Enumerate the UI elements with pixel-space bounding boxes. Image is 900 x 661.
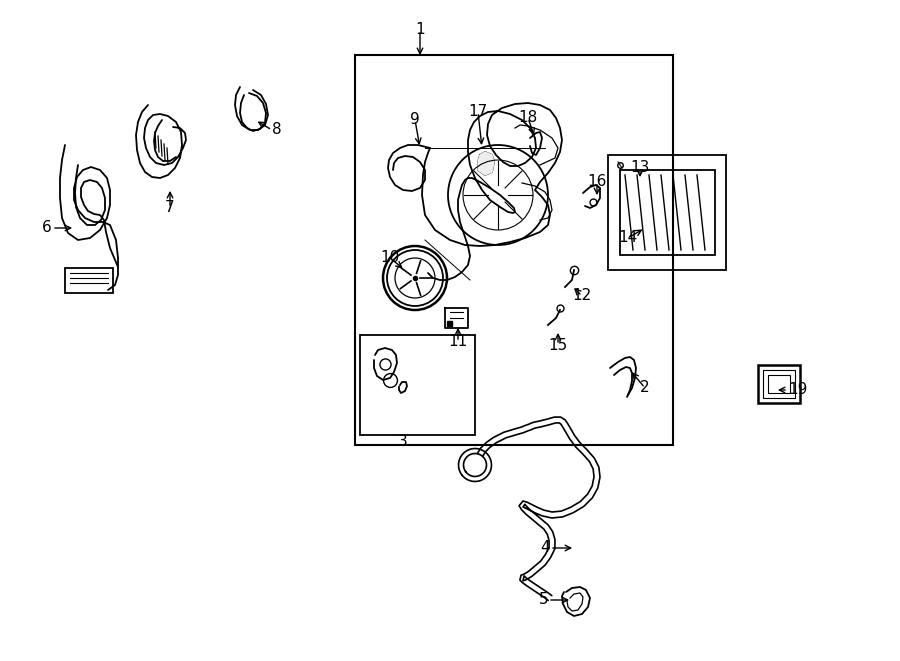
Bar bbox=[447, 321, 452, 326]
Bar bbox=[758, 365, 800, 403]
Text: 13: 13 bbox=[630, 161, 650, 176]
Text: 12: 12 bbox=[572, 288, 591, 303]
Text: 19: 19 bbox=[788, 383, 807, 397]
Text: 18: 18 bbox=[518, 110, 537, 126]
Text: 6: 6 bbox=[42, 221, 52, 235]
Text: 17: 17 bbox=[468, 104, 488, 120]
Text: 16: 16 bbox=[588, 175, 607, 190]
Text: 14: 14 bbox=[618, 231, 637, 245]
Bar bbox=[620, 170, 715, 255]
Text: 11: 11 bbox=[448, 334, 468, 350]
Text: 3: 3 bbox=[398, 434, 408, 449]
Bar bbox=[608, 155, 726, 270]
Bar bbox=[360, 335, 475, 435]
Text: 9: 9 bbox=[410, 112, 420, 128]
Bar bbox=[768, 375, 790, 393]
Bar bbox=[65, 268, 113, 293]
Text: 5: 5 bbox=[538, 592, 548, 607]
Text: 15: 15 bbox=[548, 338, 568, 352]
Text: 4: 4 bbox=[540, 541, 550, 555]
Bar bbox=[355, 55, 673, 445]
Text: 10: 10 bbox=[381, 251, 400, 266]
Text: 1: 1 bbox=[415, 22, 425, 38]
Polygon shape bbox=[478, 152, 494, 175]
Bar bbox=[763, 370, 795, 398]
Text: 7: 7 bbox=[166, 200, 175, 215]
Text: 2: 2 bbox=[640, 381, 650, 395]
Text: 8: 8 bbox=[272, 122, 282, 137]
